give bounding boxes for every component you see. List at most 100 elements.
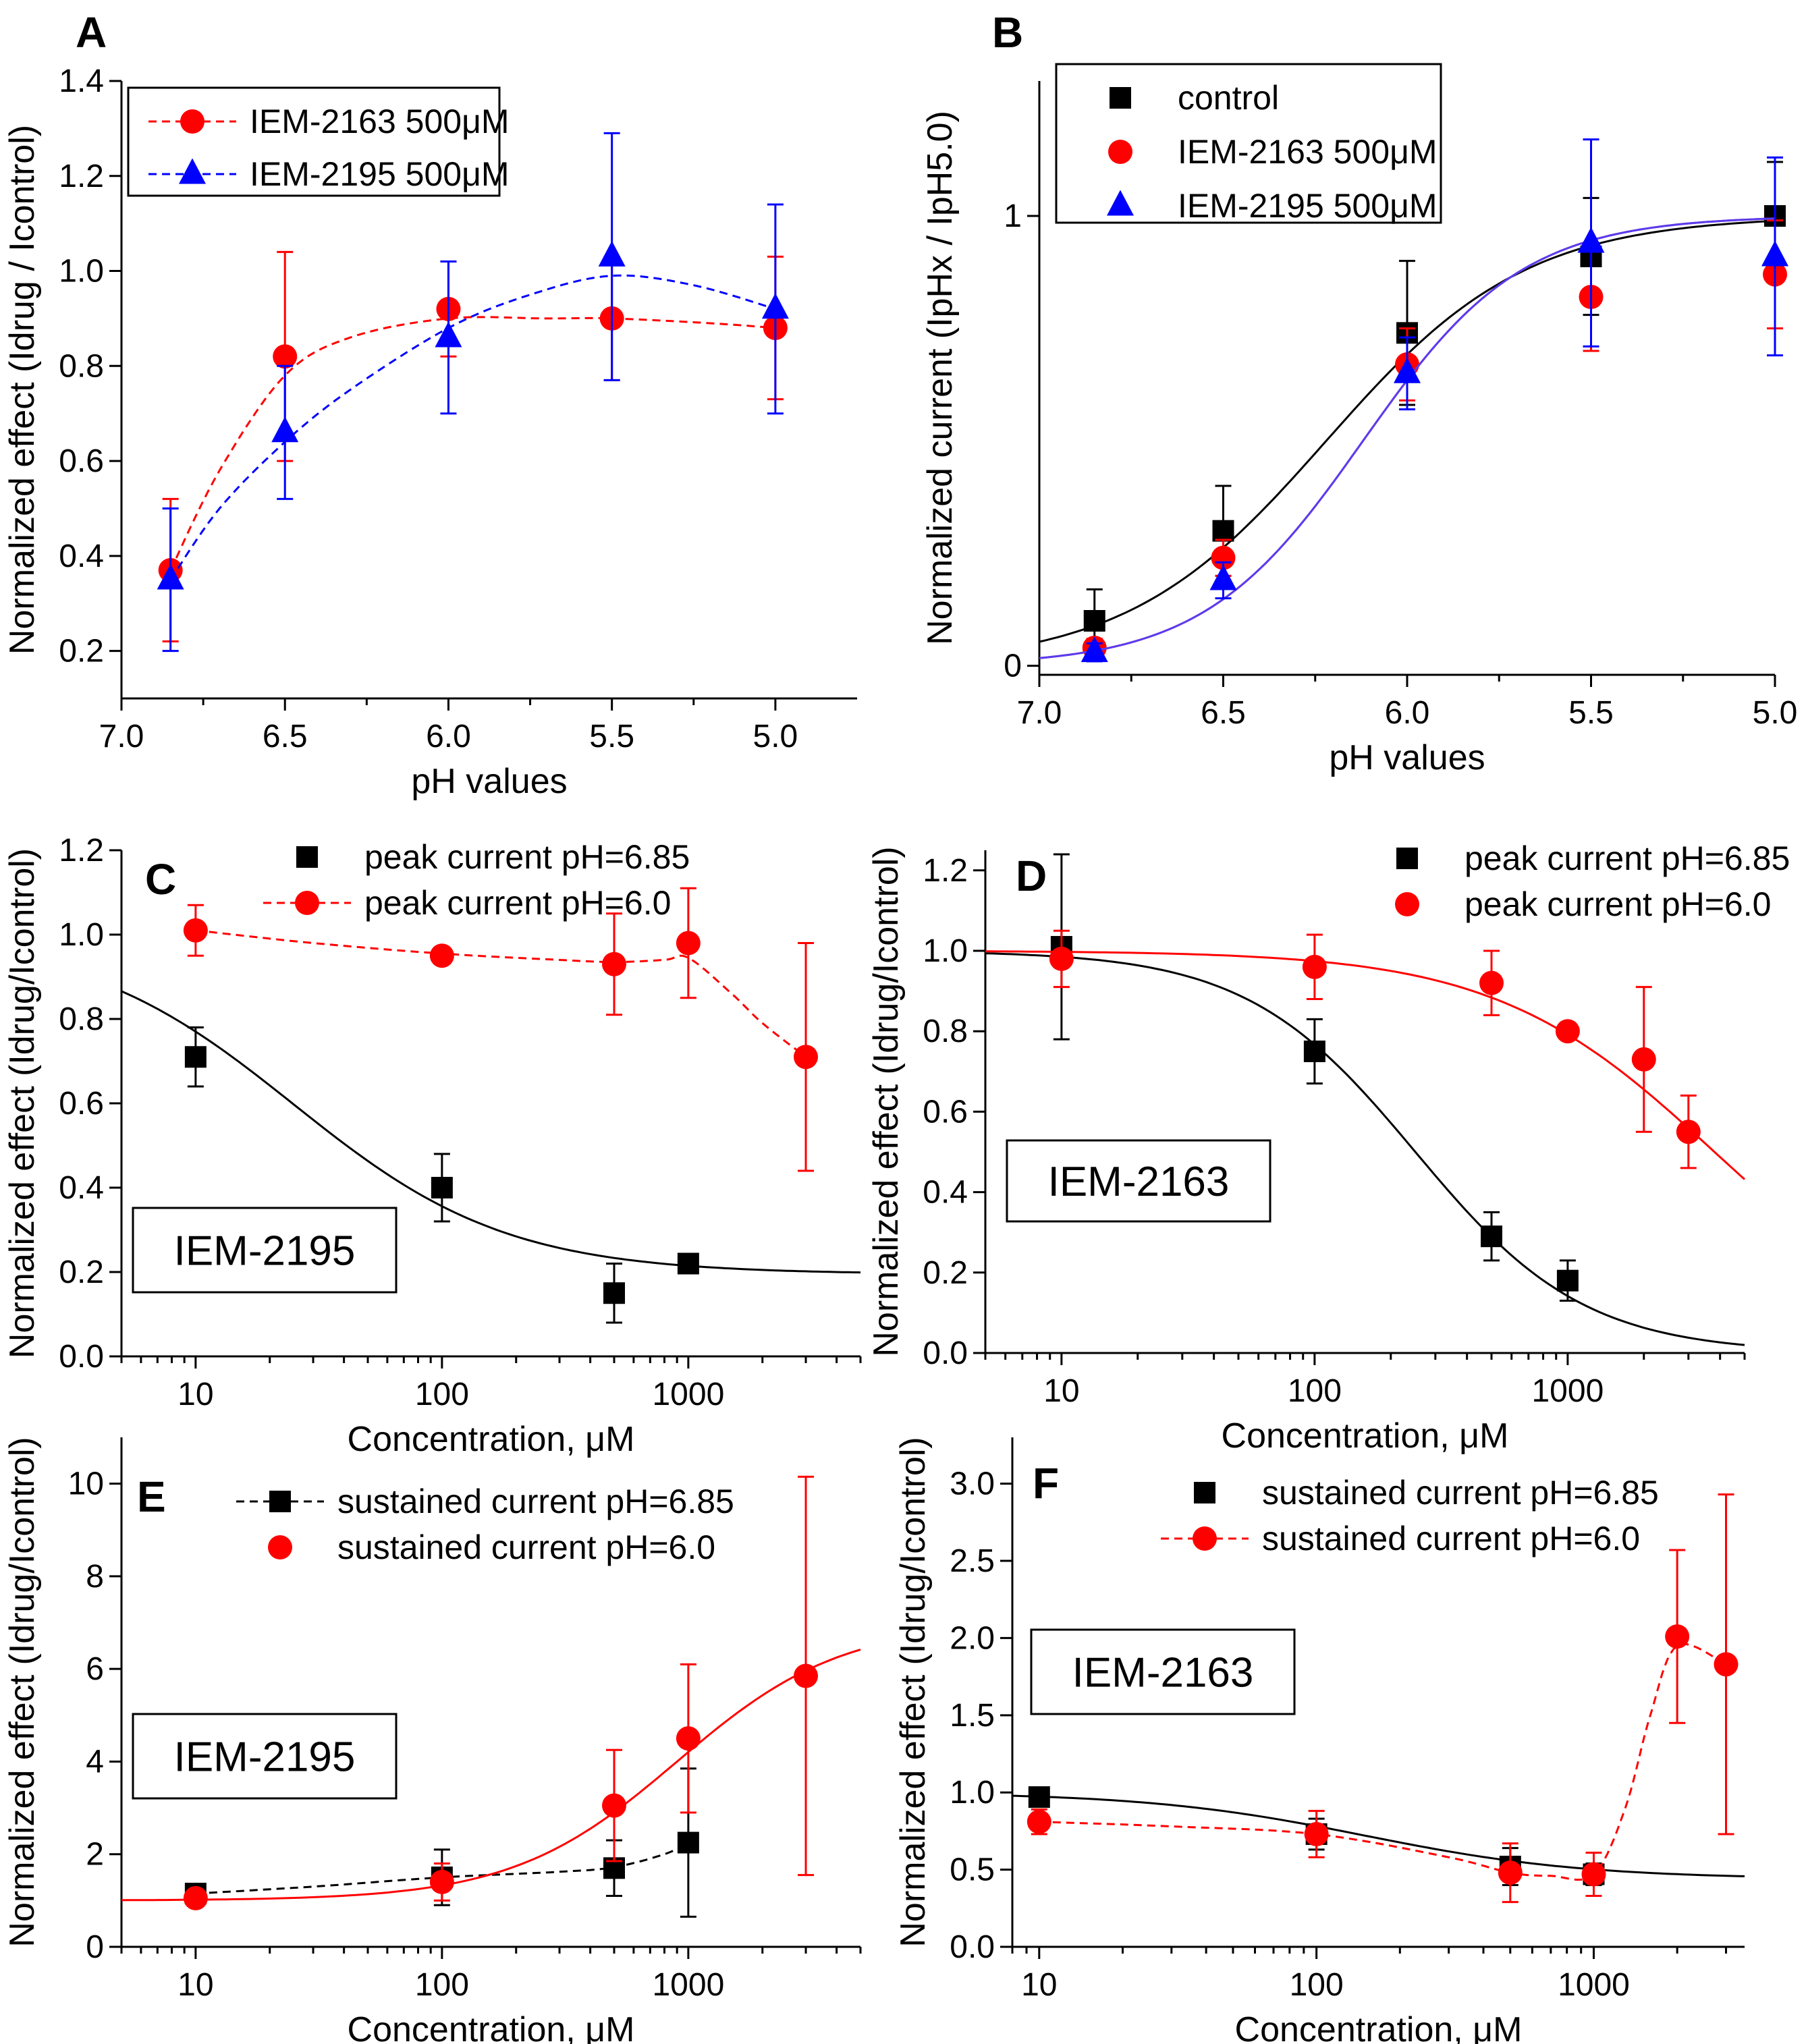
inset-box bbox=[1006, 1139, 1271, 1223]
y-tick-label: 0.4 bbox=[923, 1175, 968, 1211]
panel-letter: E bbox=[137, 1472, 166, 1521]
x-tick-label: 5.0 bbox=[753, 719, 798, 754]
y-axis-title: Normalized effect (Idrug / Icontrol) bbox=[3, 125, 42, 655]
x-tick-label: 6.5 bbox=[1201, 695, 1246, 731]
x-tick-label: 100 bbox=[415, 1377, 469, 1412]
x-tick-label: 6.0 bbox=[1385, 695, 1430, 731]
y-tick-label: 1.0 bbox=[59, 254, 104, 289]
fit-curve bbox=[121, 990, 861, 1274]
legend-marker bbox=[1194, 1482, 1215, 1503]
x-tick-label: 10 bbox=[177, 1377, 213, 1412]
x-tick-label: 1000 bbox=[652, 1967, 724, 2003]
x-tick-label: 5.0 bbox=[1753, 695, 1798, 731]
data-point bbox=[184, 1046, 207, 1068]
y-tick-label: 2.0 bbox=[950, 1620, 995, 1656]
y-tick-label: 0.4 bbox=[59, 1170, 104, 1206]
data-point bbox=[1479, 970, 1504, 995]
x-axis-title: Concentration, μM bbox=[348, 2010, 635, 2044]
data-point bbox=[602, 1793, 626, 1818]
legend-marker bbox=[295, 891, 319, 915]
fit-curve bbox=[1012, 1794, 1745, 1877]
panel-c: 10 100 1000 0.0 0.2 0.4 0.6 0.8 1.0 1.2 Concentrat… bbox=[3, 833, 862, 1459]
x-tick-label: 7.0 bbox=[99, 719, 144, 754]
data-point bbox=[794, 1663, 819, 1688]
data-point bbox=[761, 293, 789, 319]
legend: control IEM-2163 500μM IEM-2195 500μM bbox=[1055, 63, 1442, 225]
data-point bbox=[1027, 1809, 1051, 1834]
legend: sustained current pH=6.85 sustained curre… bbox=[1161, 1474, 1659, 1557]
y-tick-label: 0.0 bbox=[950, 1929, 995, 1965]
legend-label: peak current pH=6.0 bbox=[364, 884, 671, 922]
data-point bbox=[1303, 1041, 1325, 1062]
data-point bbox=[1481, 1225, 1502, 1248]
y-tick-label: 0.6 bbox=[59, 443, 104, 479]
x-axis-title: pH values bbox=[1329, 738, 1485, 777]
data-point bbox=[598, 240, 626, 267]
data-point bbox=[603, 1282, 625, 1304]
legend-label: peak current pH=6.85 bbox=[1465, 839, 1790, 877]
legend-label: IEM-2163 500μM bbox=[250, 103, 510, 140]
y-tick-label: 1.5 bbox=[950, 1698, 995, 1734]
y-tick-label: 2.5 bbox=[950, 1543, 995, 1579]
fit-curve bbox=[195, 929, 806, 1058]
legend-marker bbox=[1107, 190, 1134, 216]
data-point bbox=[1665, 1624, 1690, 1649]
data-point bbox=[1676, 1120, 1701, 1144]
legend-label: IEM-2163 500μM bbox=[1178, 133, 1438, 171]
data-point bbox=[183, 1885, 208, 1910]
panel-a: 7.0 6.5 6.0 5.5 5.0 0.2 0.4 0.6 0.8 1.0 1.2 1.4 pH v… bbox=[3, 8, 857, 801]
data-point bbox=[677, 1831, 699, 1854]
legend-label: sustained current pH=6.85 bbox=[1262, 1474, 1659, 1512]
y-tick-label: 10 bbox=[68, 1466, 104, 1502]
y-tick-label: 0.8 bbox=[59, 348, 104, 384]
data-point bbox=[1211, 545, 1236, 570]
x-tick-label: 100 bbox=[415, 1967, 469, 2003]
axes-frame bbox=[984, 850, 1745, 1354]
data-point bbox=[1080, 636, 1108, 663]
data-point bbox=[602, 951, 626, 976]
x-tick-label: 7.0 bbox=[1017, 695, 1062, 731]
legend-marker bbox=[1110, 87, 1131, 109]
data-point bbox=[157, 563, 184, 590]
data-point bbox=[1577, 227, 1605, 253]
x-tick-label: 10 bbox=[177, 1967, 213, 2003]
y-tick-label: 1.0 bbox=[923, 933, 968, 969]
y-tick-label: 0 bbox=[1004, 648, 1022, 684]
series-1 bbox=[121, 990, 861, 1324]
y-tick-label: 8 bbox=[86, 1559, 104, 1595]
legend-marker bbox=[1108, 140, 1132, 164]
legend-label: peak current pH=6.85 bbox=[364, 838, 690, 876]
inset-box bbox=[1030, 1628, 1296, 1715]
fit-curve bbox=[985, 950, 1745, 1180]
data-point bbox=[1714, 1652, 1739, 1677]
inset-text: IEM-2195 bbox=[174, 1734, 356, 1781]
legend-marker bbox=[180, 109, 204, 134]
legend-marker bbox=[1395, 892, 1419, 916]
legend-marker bbox=[1396, 848, 1418, 869]
data-point bbox=[435, 321, 462, 348]
inset-box bbox=[132, 1713, 398, 1800]
panel-letter: D bbox=[1016, 852, 1047, 900]
legend-label: IEM-2195 500μM bbox=[250, 155, 510, 193]
legend-marker bbox=[269, 1491, 291, 1512]
legend-marker bbox=[268, 1535, 292, 1559]
series-2 bbox=[121, 1475, 861, 1910]
x-tick-label: 1000 bbox=[1558, 1967, 1630, 2003]
x-tick-label: 10 bbox=[1043, 1373, 1079, 1409]
inset-label: IEM-2195 bbox=[132, 1713, 398, 1800]
y-tick-label: 0.0 bbox=[923, 1335, 968, 1371]
y-tick-label: 1.4 bbox=[59, 63, 104, 99]
x-tick-label: 5.5 bbox=[589, 719, 634, 754]
x-axis-title: Concentration, μM bbox=[348, 1420, 635, 1459]
x-tick-label: 5.5 bbox=[1568, 695, 1614, 731]
y-tick-label: 0.2 bbox=[59, 1254, 104, 1290]
y-tick-label: 1.2 bbox=[923, 853, 968, 889]
inset-box bbox=[132, 1207, 398, 1294]
y-tick-label: 4 bbox=[86, 1744, 104, 1779]
legend: peak current pH=6.85 peak current pH=6.0 bbox=[1395, 839, 1790, 923]
series-2 bbox=[1027, 1493, 1739, 1904]
x-tick-label: 1000 bbox=[1531, 1373, 1604, 1409]
data-point bbox=[1212, 520, 1234, 542]
panel-letter: B bbox=[992, 8, 1023, 57]
